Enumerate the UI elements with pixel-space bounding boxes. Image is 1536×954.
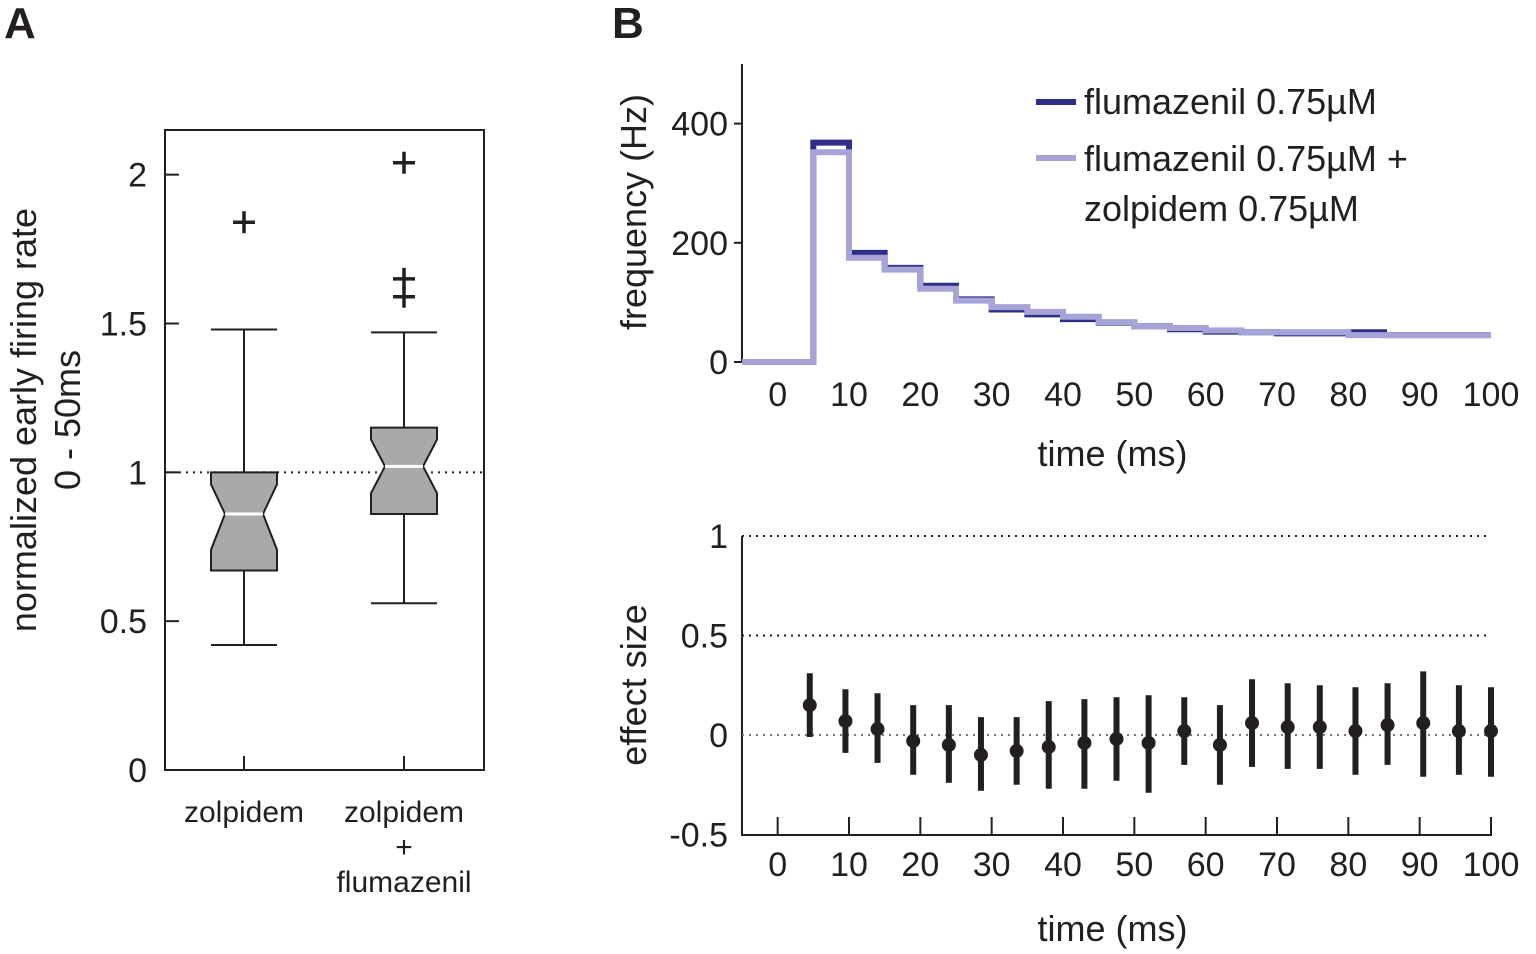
panel-a-ytick-label: 0: [128, 752, 147, 790]
effect-point: [1109, 731, 1124, 746]
panel-b-top-xtick-label: 80: [1329, 376, 1367, 414]
panel-b-top-xtick-label: 60: [1187, 376, 1225, 414]
panel-label-a: A: [4, 0, 36, 48]
panel-b-top-xtick-label: 0: [768, 376, 787, 414]
box-outlier: [233, 211, 255, 234]
panel-b-bottom-xtick-label: 30: [973, 846, 1011, 884]
panel-a-ylabel-line1: normalized early firing rate: [3, 208, 44, 632]
panel-b-bottom-xtick-label: 80: [1329, 846, 1367, 884]
panel-b-bottom-xtick-label: 20: [901, 846, 939, 884]
panel-b-top-xtick-label: 50: [1115, 376, 1153, 414]
panel-label-b: B: [612, 0, 644, 48]
panel-b-top-xlabel: time (ms): [1038, 433, 1188, 474]
panel-a-frame: [164, 129, 485, 771]
effect-point: [1348, 724, 1363, 739]
panel-b-top-xtick-label: 10: [830, 376, 868, 414]
panel-a-ytick-label: 2: [128, 157, 147, 195]
panel-b-bottom-xlabel: time (ms): [1038, 908, 1188, 949]
panel-b-frequency-plot: time (ms) frequency (Hz) flumazenil 0.75…: [613, 64, 1519, 474]
effect-point: [1077, 735, 1092, 750]
panel-b-bottom-ytick-label: 1: [709, 518, 728, 556]
panel-b-top-ytick-label: 200: [671, 225, 728, 263]
legend-label-flumazenil-zolpidem-line2: zolpidem 0.75µM: [1084, 188, 1359, 229]
panel-a-boxplot: normalized early firing rate 0 - 50ms 0 0…: [3, 129, 485, 899]
panel-b-top-xtick-label: 40: [1044, 376, 1082, 414]
series-line-2: [742, 149, 1491, 365]
effect-point: [1041, 739, 1056, 754]
panel-b-top-ytick-label: 0: [709, 344, 728, 382]
panel-b-top-xtick-label: 100: [1463, 376, 1520, 414]
effect-point: [941, 737, 956, 752]
panel-b-bottom-ytick-label: 0.5: [681, 618, 728, 656]
legend-label-flumazenil-zolpidem-line1: flumazenil 0.75µM +: [1084, 138, 1408, 179]
effect-point: [1245, 716, 1260, 731]
panel-b-top-xtick-label: 70: [1258, 376, 1296, 414]
box-category-label: zolpidem: [184, 796, 304, 829]
box-category-label: zolpidem: [344, 796, 464, 829]
effect-point: [906, 733, 921, 748]
box-outlier: [393, 151, 415, 174]
effect-point: [1212, 737, 1227, 752]
panel-a-ytick-label: 0.5: [100, 603, 147, 641]
panel-b-bottom-xtick-label: 0: [768, 846, 787, 884]
effect-point: [1141, 735, 1156, 750]
panel-b-bottom-xtick-label: 10: [830, 846, 868, 884]
panel-b-bottom-xtick-label: 60: [1187, 846, 1225, 884]
panel-b-top-ytick-label: 400: [671, 106, 728, 144]
panel-a-ytick-label: 1.5: [100, 305, 147, 343]
panel-b-bottom-xtick-label: 70: [1258, 846, 1296, 884]
panel-b-top-xtick-label: 30: [973, 376, 1011, 414]
legend-label-flumazenil: flumazenil 0.75µM: [1084, 81, 1377, 122]
effect-point: [1312, 720, 1327, 735]
effect-point: [973, 747, 988, 762]
effect-point: [1380, 718, 1395, 733]
panel-b-bottom-xtick-label: 40: [1044, 846, 1082, 884]
panel-b-bottom-xtick-label: 90: [1401, 846, 1439, 884]
panel-b-bottom-ytick-label: 0: [709, 717, 728, 755]
effect-point: [870, 722, 885, 737]
effect-point: [1484, 724, 1498, 739]
panel-b-top-xtick-label: 90: [1401, 376, 1439, 414]
panel-a-ylabel-line2: 0 - 50ms: [47, 350, 88, 490]
effect-point: [1280, 720, 1295, 735]
effect-point: [1177, 724, 1192, 739]
panel-b-top-xtick-label: 20: [901, 376, 939, 414]
panel-b-bottom-ytick-label: -0.5: [669, 817, 728, 855]
panel-b-effect-size-plot: time (ms) effect size -0.500.510 10 20 30 40…: [613, 518, 1519, 949]
box-category-label: flumazenil: [336, 866, 471, 899]
effect-point: [1451, 724, 1466, 739]
effect-point: [802, 698, 817, 713]
effect-point: [1416, 716, 1431, 731]
box-outlier: [393, 285, 415, 308]
panel-b-bottom-ylabel: effect size: [613, 604, 654, 765]
effect-point: [1009, 743, 1024, 758]
box-notched-body: [370, 426, 438, 515]
box-notched-body: [210, 471, 278, 572]
panel-a-ytick-label: 1: [128, 454, 147, 492]
legend: flumazenil 0.75µM flumazenil 0.75µM + zo…: [1036, 81, 1408, 229]
panel-b-bottom-xtick-label: 50: [1115, 846, 1153, 884]
panel-b-top-ylabel: frequency (Hz): [613, 94, 654, 330]
box-1: zolpidem: [184, 211, 304, 829]
panel-b-bottom-xtick-label: 100: [1463, 846, 1520, 884]
box-category-label: +: [395, 831, 413, 864]
effect-point: [838, 714, 853, 729]
box-2: zolpidem+flumazenil: [336, 151, 472, 899]
